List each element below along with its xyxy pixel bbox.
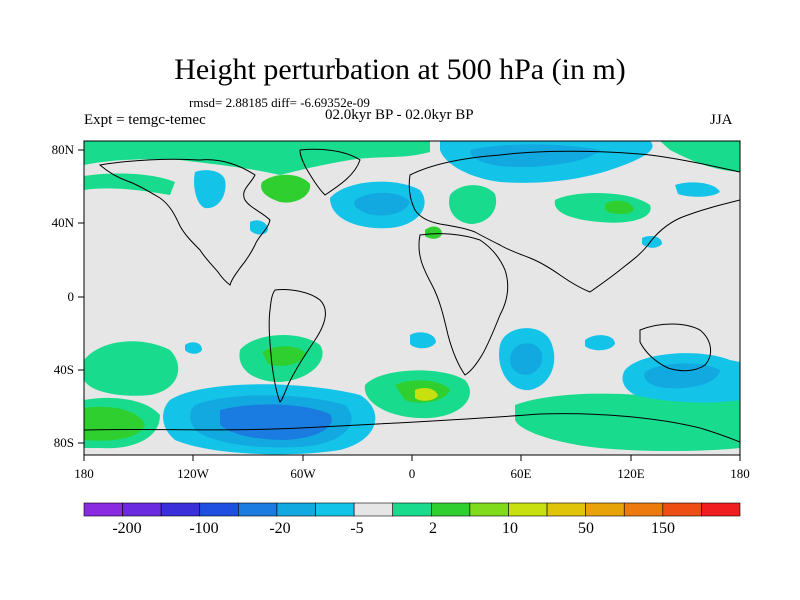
contour-nz-negative [585,335,615,351]
period-label: 02.0kyr BP - 02.0kyr BP [325,107,474,123]
colorbar-swatch [122,502,162,517]
coast-north-america [98,158,271,286]
colorbar-swatch [353,502,394,517]
colorbar-swatch [160,502,201,517]
colorbar-label-150: 150 [651,520,675,537]
contour-aus-negative-core [644,363,720,389]
colorbar-swatch [83,502,123,517]
contour-chile-negative [410,332,436,349]
lon-label-180w: 180 [74,466,94,481]
colorbar-swatch [392,502,432,517]
coast-greenland [299,148,361,196]
contour-arctic-positive-east [660,141,740,172]
colorbar-label-50: 50 [578,520,594,537]
colorbar-swatch [238,502,278,517]
contour-sh-pacific-positive-west [84,341,179,396]
colorbar-swatch [276,502,316,517]
contour-asia-positive-core [605,200,634,215]
season-label: JJA [710,112,733,128]
contour-siberia-negative [675,182,720,197]
contour-sa-positive-core [262,346,306,366]
colorbar-label-m200: -200 [112,520,142,537]
contour-atlantic-negative-core [354,192,410,216]
contour-asia-positive [554,193,651,223]
colorbar-swatch [430,502,471,517]
colorbar [83,502,741,517]
contour-europe-positive [449,185,497,224]
contour-sh-pacific-mid [84,406,145,441]
colorbar-swatch [662,502,702,517]
coast-africa [418,233,509,376]
contour-fields [84,141,740,455]
contour-indian-negative-core [510,343,543,375]
colorbar-label-m20: -20 [269,520,291,537]
contour-na-negative [194,170,226,209]
colorbar-swatch [315,502,355,517]
lat-label-80n: 80N [51,142,74,157]
colorbar-label-10: 10 [502,520,518,537]
axis-ticks [78,149,741,461]
lon-label-60e: 60E [510,466,532,481]
contour-greenland-positive [261,174,311,203]
colorbar-swatch [546,502,586,517]
coastlines [84,148,740,443]
colorbar-swatch [199,502,239,517]
lon-label-120e: 120E [617,466,645,481]
lon-label-60w: 60W [290,466,316,481]
lon-label-120w: 120W [177,466,209,481]
contour-med-positive [425,226,442,239]
colorbar-label-m5: -5 [350,520,364,537]
lat-label-40s: 40S [53,362,74,377]
colorbar-swatch [701,502,741,517]
lat-label-0: 0 [67,289,75,304]
contour-north-band-positive [84,173,175,195]
plot-title: Height perturbation at 500 hPa (in m) [174,53,626,86]
contour-sio-positive [515,393,740,451]
contour-atlantic-sh-strong [415,388,438,401]
contour-pac-sh-negative [185,342,202,354]
colorbar-swatch [585,502,625,517]
experiment-label: Expt = temgc-temec [84,112,206,128]
colorbar-swatch [469,502,509,517]
lat-label-40n: 40N [51,215,74,230]
contour-arctic-positive [84,141,430,175]
colorbar-label-m100: -100 [189,520,219,537]
coast-antarctica [84,413,740,443]
coast-eurasia [408,150,740,293]
lon-label-0: 0 [408,466,416,481]
coast-australia [639,323,712,372]
lon-label-180e: 180 [730,466,750,481]
contour-so-negative-core [220,404,332,440]
contour-japan-negative [642,236,662,248]
colorbar-swatch [508,502,548,517]
colorbar-swatch [623,502,664,517]
stats-line: rmsd= 2.88185 diff= -6.69352e-09 [189,95,370,110]
contour-na-negative-small [250,220,268,235]
lat-label-80s: 80S [53,435,74,450]
colorbar-label-2: 2 [429,520,437,537]
coast-south-america [268,289,326,403]
contour-arctic-negative-core [470,144,600,168]
